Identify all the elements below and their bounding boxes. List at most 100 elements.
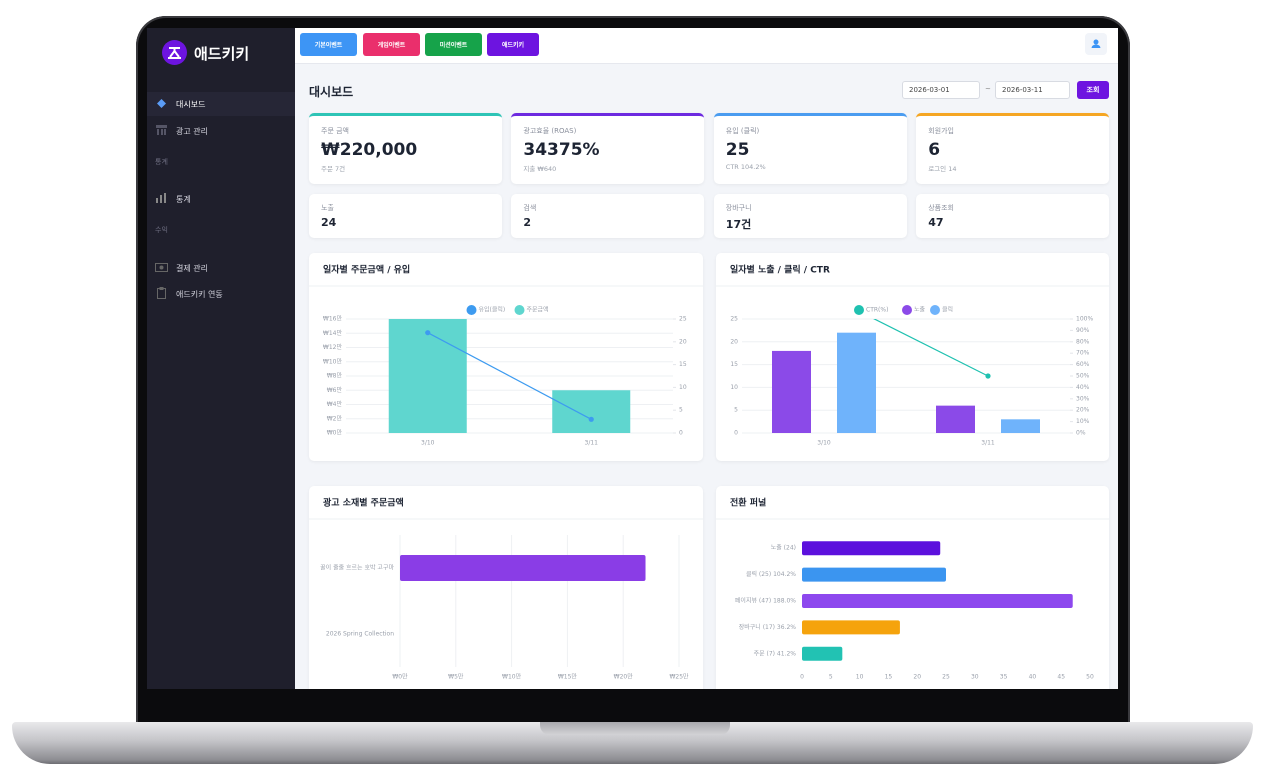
stat-card: 상품조회 47 [916,194,1110,238]
bar [802,646,843,661]
kpi-sub: 로그인 14 [928,165,957,173]
y2-tick-label: 90% [1076,327,1090,334]
bar [802,567,946,582]
x-tick-label: 10 [856,674,864,681]
bar [837,332,876,433]
bar [552,390,631,433]
x-tick-label: 20 [913,674,921,681]
kpi-value: 34375% [523,140,600,160]
x-tick-label: 40 [1029,674,1037,681]
y2-tick-label: 20 [679,338,687,345]
y-tick-label: 5 [734,407,738,414]
point [985,373,991,379]
event-button[interactable]: 미션이벤트 [425,33,482,56]
stat-card: 노출 24 [309,194,502,238]
menu-item[interactable]: 광고 관리 [176,127,208,136]
point [588,416,594,422]
chart-title: 일자별 주문금액 / 유입 [323,264,410,276]
date-separator: ~ [985,85,991,93]
y-tick-label: 10 [730,384,738,391]
search-button[interactable]: 조회 [1077,81,1109,99]
menu-item[interactable]: 결제 관리 [176,264,208,273]
y-tick-label: 장바구니 (17) 36.2% [739,623,797,631]
stat-value: 17건 [725,218,752,231]
chart-card: 전환 퍼널 0 5 10 15 20 25 30 35 40 45 50 노출 (24) 클릭 (25) … [716,486,1109,689]
x-tick-label: ₩25만 [669,673,689,681]
chart-card: 일자별 주문금액 / 유입 ₩0만 ₩2만 ₩4만 ₩6만 ₩8만 ₩10만 ₩12만 ₩14만… [309,253,703,461]
y2-tick-label: 100% [1076,316,1093,323]
y2-tick-label: 60% [1076,361,1090,368]
logo-icon [162,40,187,65]
y-tick-label: ₩16만 [323,315,343,323]
kpi-value: ₩220,000 [321,140,418,160]
chart: 광고 소재별 주문금액 ₩0만 ₩5만 ₩10만 ₩15만 ₩20만 ₩25만 꿀이 줄줄 흐… [309,497,703,681]
x-tick-label: 5 [829,674,833,681]
kpi-card: 주문 금액 ₩220,000 주문 7건 [309,113,502,184]
legend-label: CTR(%) [866,307,888,314]
x-tick-label: 30 [971,674,979,681]
y2-tick-label: 5 [679,407,683,414]
y-tick-label: ₩8만 [327,372,343,380]
x-tick-label: 3/10 [421,440,435,447]
y2-tick-label: 0% [1076,430,1086,437]
user-button[interactable] [1085,33,1107,55]
y2-tick-label: 10% [1076,418,1090,425]
date-text: 2026-03-11 [1002,86,1043,94]
sidebar: 애드키키 대시보드 광고 관리 통계 통계 수익 결제 관리 애드키키 연동 [147,28,295,689]
x-tick-label: 3/11 [981,440,995,447]
chart: 일자별 노출 / 클릭 / CTR 0 5 10 15 20 25 0% 10% 20% 30% 40… [716,264,1109,447]
y2-tick-label: 20% [1076,407,1090,414]
page-title: 대시보드 [309,85,354,99]
menu-item[interactable]: 통계 [176,195,191,204]
menu-item[interactable]: 애드키키 연동 [176,290,223,299]
x-tick-label: ₩10만 [502,673,522,681]
x-tick-label: 3/10 [817,440,831,447]
menu-icon [155,263,168,272]
date-input[interactable]: 2026-03-11 [995,81,1070,99]
event-button[interactable]: 게임이벤트 [363,33,420,56]
x-tick-label: 0 [800,674,804,681]
x-tick-label: 45 [1057,674,1065,681]
date-input[interactable]: 2026-03-01 [902,81,980,99]
legend-marker [930,305,940,315]
kpi-sub: 지출 ₩640 [523,165,557,173]
chart-card: 광고 소재별 주문금액 ₩0만 ₩5만 ₩10만 ₩15만 ₩20만 ₩25만 꿀이 줄줄 흐… [309,486,703,689]
kpi-label: 회원가입 [928,127,954,135]
x-tick-label: ₩5만 [448,673,464,681]
kpi-card: 유입 (클릭) 25 CTR 104.2% [713,113,907,184]
kpi-value: 25 [725,140,750,160]
y-tick-label: ₩14만 [323,329,343,337]
y2-tick-label: 50% [1076,373,1090,380]
menu-item[interactable]: 대시보드 [176,100,206,109]
y-tick-label: 2026 Spring Collection [326,631,394,638]
y-tick-label: ₩2만 [327,414,343,422]
stat-card: 검색 2 [511,194,705,238]
y2-tick-label: 10 [679,384,687,391]
screen: 애드키키 대시보드 광고 관리 통계 통계 수익 결제 관리 애드키키 연동 기… [147,28,1118,689]
stat-card: 장바구니 17건 [713,194,907,238]
menu-section: 수익 [155,226,168,234]
y-tick-label: 주문 (7) 41.2% [754,650,797,657]
menu-icon [157,99,166,108]
kpi-sub: 주문 7건 [321,165,346,173]
event-button[interactable]: 기본이벤트 [300,33,357,56]
x-tick-label: ₩15만 [558,673,578,681]
active-item-bg [147,92,295,116]
menu-section: 통계 [155,158,168,166]
y2-tick-label: 30% [1076,395,1090,402]
bar [802,541,941,556]
brand: 애드키키 [194,45,250,63]
x-tick-label: 25 [942,674,950,681]
stat-label: 노출 [321,204,334,212]
event-button[interactable]: 애드키키 [487,33,539,56]
chart: 일자별 주문금액 / 유입 ₩0만 ₩2만 ₩4만 ₩6만 ₩8만 ₩10만 ₩12만 ₩14만… [309,264,703,447]
laptop-base [12,722,1253,764]
y-tick-label: ₩4만 [327,400,343,408]
stat-label: 상품조회 [928,204,954,212]
y2-tick-label: 40% [1076,384,1090,391]
chart-card: 일자별 노출 / 클릭 / CTR 0 5 10 15 20 25 0% 10% 20% 30% 40… [716,253,1109,461]
point [425,330,431,336]
laptop-notch [540,722,730,735]
